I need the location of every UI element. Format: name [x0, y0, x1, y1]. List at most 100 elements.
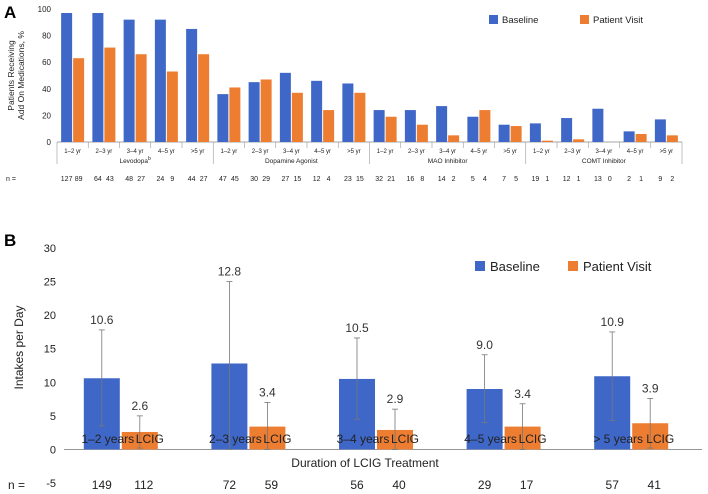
a-n-value: 23 [344, 176, 352, 183]
b-value-label-baseline: 9.0 [476, 338, 493, 352]
b-y-axis-label: Intakes per Day [12, 305, 26, 389]
b-n-value: 59 [265, 478, 279, 492]
a-n-value: 5 [514, 176, 518, 183]
a-category-label: >5 yr [503, 149, 517, 155]
b-value-label-patient-visit: 3.4 [259, 385, 276, 399]
a-group-label-text: COMT Inhibitor [582, 158, 627, 165]
a-category-label: 3–4 yr [127, 149, 144, 155]
a-bar-patient-visit [260, 79, 272, 142]
b-category-suffix: LCIG [646, 432, 674, 446]
a-n-value: 45 [231, 176, 239, 183]
a-n-value: 8 [420, 176, 424, 183]
a-bar-patient-visit [198, 54, 210, 142]
a-bar-baseline [311, 80, 323, 142]
a-n-value: 12 [563, 176, 571, 183]
a-bar-baseline [342, 83, 354, 142]
a-bar-baseline [123, 19, 135, 142]
b-ytick-label: 20 [44, 310, 56, 322]
b-ytick-label: 30 [44, 243, 56, 255]
a-n-value: 15 [293, 176, 301, 183]
a-group-label-text: Levodopa [119, 158, 148, 165]
a-ytick-label: 40 [42, 85, 51, 94]
a-bar-baseline [373, 110, 385, 142]
panel-b-letter: B [4, 231, 16, 250]
a-category-label: 2–3 yr [408, 149, 425, 155]
b-value-label-baseline: 10.9 [601, 315, 625, 329]
a-bar-patient-visit [323, 110, 335, 142]
a-n-label: n = [6, 176, 16, 183]
b-n-value: 72 [223, 478, 237, 492]
a-ytick-label: 20 [42, 111, 51, 120]
a-n-value: 2 [627, 176, 631, 183]
b-n-value: 149 [92, 478, 112, 492]
b-n-value: 41 [648, 478, 662, 492]
a-bar-patient-visit [73, 58, 85, 142]
a-ytick-label: 80 [42, 32, 51, 41]
a-ytick-label: 100 [38, 5, 52, 14]
a-ytick-label: 60 [42, 58, 51, 67]
b-legend-baseline: Baseline [490, 259, 540, 274]
a-n-value: 13 [594, 176, 602, 183]
a-category-label: 4–5 yr [627, 149, 644, 155]
a-n-value: 2 [670, 176, 674, 183]
a-group-label-text: MAO Inhibitor [428, 158, 469, 165]
b-n-value: 17 [520, 478, 534, 492]
b-category-suffix: LCIG [519, 432, 547, 446]
a-n-value: 30 [250, 176, 258, 183]
a-ytick-label: 0 [47, 138, 52, 147]
a-category-label: 1–2 yr [221, 149, 238, 155]
a-bar-patient-visit [666, 135, 678, 142]
panel-b-chart: -5 0 5 10 15 20 25 30 Intakes per Day 10.6 2.6 1–2 … [8, 243, 702, 492]
a-n-value: 4 [327, 176, 331, 183]
a-y-axis-label: Add On Medications, % [16, 31, 26, 120]
b-legend-swatch-baseline [475, 261, 485, 271]
a-n-value: 27 [200, 176, 208, 183]
b-legend-swatch-patient-visit [568, 261, 578, 271]
a-n-value: 7 [502, 176, 506, 183]
a-group-label-superscript: b [148, 156, 151, 162]
b-value-label-patient-visit: 2.6 [131, 399, 148, 413]
a-n-value: 43 [106, 176, 114, 183]
b-category-suffix: LCIG [391, 432, 419, 446]
a-category-label: 3–4 yr [439, 149, 456, 155]
b-category-label: 3–4 years [337, 432, 390, 446]
a-bar-patient-visit [635, 134, 647, 142]
a-bar-patient-visit [510, 126, 522, 142]
b-legend-patient-visit: Patient Visit [583, 259, 652, 274]
a-n-value: 9 [170, 176, 174, 183]
a-bar-patient-visit [573, 139, 585, 142]
a-category-label: 3–4 yr [283, 149, 300, 155]
a-n-value: 2 [452, 176, 456, 183]
a-category-label: 1–2 yr [533, 149, 550, 155]
a-category-label: 2–3 yr [564, 149, 581, 155]
a-legend-baseline: Baseline [502, 15, 538, 26]
a-n-value: 4 [483, 176, 487, 183]
a-group-label: Levodopab [119, 156, 151, 165]
a-category-label: >5 yr [347, 149, 361, 155]
b-ytick-label: 5 [50, 411, 56, 423]
b-category-label: 2–3 years [209, 432, 262, 446]
a-bar-baseline [561, 118, 573, 142]
a-bar-patient-visit [448, 135, 460, 142]
a-category-label: 4–5 yr [158, 149, 175, 155]
b-n-value: 29 [478, 478, 492, 492]
a-bar-baseline [623, 131, 635, 142]
a-bar-baseline [404, 110, 416, 142]
a-bar-patient-visit [541, 140, 553, 142]
a-bar-baseline [186, 28, 198, 143]
a-n-value: 32 [375, 176, 383, 183]
b-ytick-label: 25 [44, 277, 56, 289]
a-bar-patient-visit [166, 71, 178, 142]
a-category-label: >5 yr [191, 149, 205, 155]
a-n-value: 1 [639, 176, 643, 183]
panel-a-letter: A [4, 3, 16, 22]
a-bar-baseline [592, 108, 604, 142]
a-group-label: Dopamine Agonist [265, 158, 318, 165]
b-n-value: 57 [606, 478, 620, 492]
a-bar-patient-visit [416, 124, 428, 142]
a-n-value: 64 [94, 176, 102, 183]
a-legend-swatch-baseline [489, 15, 498, 24]
b-value-label-baseline: 10.5 [345, 321, 369, 335]
a-n-value: 127 [61, 176, 73, 183]
a-bar-baseline [498, 124, 510, 142]
